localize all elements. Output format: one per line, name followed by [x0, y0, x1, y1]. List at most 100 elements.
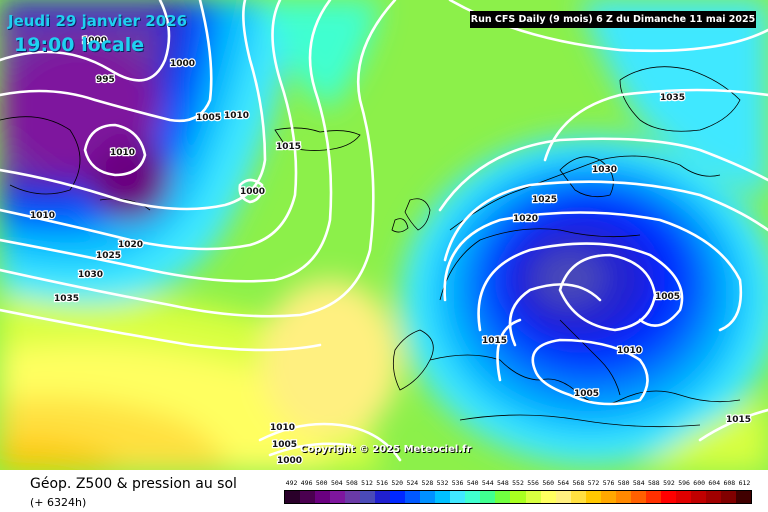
color-scale-label: 540	[466, 479, 479, 487]
color-scale-label: 500	[315, 479, 328, 487]
isobar-label: 1005	[574, 389, 599, 399]
color-scale-swatch	[735, 491, 751, 503]
color-scale-label: 528	[421, 479, 434, 487]
color-scale-swatch	[585, 491, 601, 503]
color-scale-swatch	[435, 491, 451, 503]
isobar-label: 1010	[30, 211, 55, 221]
color-scale-label: 576	[602, 479, 615, 487]
isobar-label: 1010	[224, 111, 249, 121]
color-scale-swatch	[450, 491, 466, 503]
color-scale-label: 504	[330, 479, 343, 487]
isobar-label: 1005	[272, 440, 297, 450]
color-scale-label: 580	[617, 479, 630, 487]
color-scale-swatch	[465, 491, 481, 503]
isobar-label: 1030	[78, 270, 103, 280]
color-scale-label: 584	[632, 479, 645, 487]
color-scale-swatch	[690, 491, 706, 503]
legend-footer: Géop. Z500 & pression au sol (+ 6324h) 4…	[0, 470, 768, 512]
color-scale-label: 496	[300, 479, 313, 487]
color-scale-label: 592	[663, 479, 675, 487]
isobar-label: 1020	[513, 214, 538, 224]
color-scale-swatch	[675, 491, 691, 503]
isobar-label: 1005	[655, 292, 680, 302]
color-scale-labels: 492 496 500 504 508 512 516 520 524 528 532 536 540 5…	[284, 479, 752, 489]
color-scale-label: 596	[678, 479, 690, 487]
color-scale-swatch	[375, 491, 391, 503]
color-scale-label: 516	[376, 479, 388, 487]
color-scale-swatch	[600, 491, 616, 503]
color-scale-swatch	[480, 491, 496, 503]
color-scale-swatch	[660, 491, 676, 503]
color-scale-swatch	[300, 491, 316, 503]
product-title: Géop. Z500 & pression au sol	[30, 476, 237, 492]
color-scale-label: 612	[738, 479, 751, 487]
isobars	[0, 0, 768, 462]
isobar-label: 1035	[660, 93, 685, 103]
isobar-label: 1000	[170, 59, 195, 69]
color-scale-label: 600	[693, 479, 706, 487]
color-scale-swatch	[360, 491, 376, 503]
color-scale-label: 564	[557, 479, 570, 487]
color-scale-swatch	[645, 491, 661, 503]
color-scale-label: 572	[587, 479, 600, 487]
isobar-label: 1015	[482, 336, 507, 346]
isobar-label: 1000	[240, 187, 265, 197]
lead-time: (+ 6324h)	[30, 496, 87, 509]
isobar-label: 995	[96, 75, 115, 85]
isobar-label: 1020	[118, 240, 143, 250]
color-scale-swatch	[345, 491, 361, 503]
color-scale-label: 560	[542, 479, 555, 487]
isobar-label: 1000	[82, 36, 107, 46]
color-scale-swatch	[630, 491, 646, 503]
color-scale-swatch	[525, 491, 541, 503]
color-scale-swatch	[570, 491, 586, 503]
isobar-label: 1015	[726, 415, 751, 425]
color-scale-swatch	[390, 491, 406, 503]
color-scale-swatch	[405, 491, 421, 503]
color-scale-swatch	[420, 491, 436, 503]
isobar-label: 1010	[270, 423, 295, 433]
color-scale-label: 492	[285, 479, 298, 487]
isobar-label: 1000	[277, 456, 302, 466]
run-info: Run CFS Daily (9 mois) 6 Z du Dimanche 1…	[470, 11, 756, 28]
isobar-label: 1025	[96, 251, 121, 261]
color-scale-swatch	[315, 491, 331, 503]
isobar-label: 1035	[54, 294, 79, 304]
isobar-label: 1015	[276, 142, 301, 152]
color-scale-swatch	[555, 491, 571, 503]
color-scale-label: 604	[708, 479, 721, 487]
color-scale-label: 552	[512, 479, 524, 487]
map-canvas: 995 1000 1005 1010 1010 1015 1000 1010 1…	[0, 0, 768, 470]
forecast-map: 995 1000 1005 1010 1010 1015 1000 1010 1…	[0, 0, 768, 470]
isobar-label: 1005	[196, 113, 221, 123]
color-scale-label: 556	[527, 479, 539, 487]
copyright-notice: Copyright © 2025 Meteociel.fr	[300, 444, 472, 455]
color-scale-swatch	[495, 491, 511, 503]
color-scale-swatch	[720, 491, 736, 503]
color-scale-swatch	[510, 491, 526, 503]
color-scale-swatch	[705, 491, 721, 503]
color-scale-swatch	[540, 491, 556, 503]
color-scale-label: 568	[572, 479, 585, 487]
color-scale-label: 532	[436, 479, 449, 487]
color-scale-label: 548	[497, 479, 509, 487]
color-scale-label: 524	[406, 479, 419, 487]
color-scale-swatch	[330, 491, 346, 503]
forecast-time: 19:00 locale	[14, 34, 145, 56]
isobar-label: 1010	[110, 148, 135, 158]
color-scale-label: 536	[451, 479, 464, 487]
color-scale-label: 588	[647, 479, 660, 487]
color-scale-swatch	[615, 491, 631, 503]
isobar-label: 1010	[617, 346, 642, 356]
geopotential-field	[0, 0, 768, 470]
isobar-label: 1030	[592, 165, 617, 175]
color-scale-label: 508	[346, 479, 358, 487]
color-scale-swatch	[285, 491, 301, 503]
color-scale-bar	[284, 490, 752, 504]
coastlines	[0, 66, 741, 428]
color-scale-label: 608	[723, 479, 736, 487]
color-scale-label: 512	[361, 479, 373, 487]
color-scale-label: 520	[391, 479, 404, 487]
color-scale-label: 544	[481, 479, 494, 487]
isobar-labels: 995 1000 1005 1010 1010 1015 1000 1010 1…	[29, 35, 752, 467]
